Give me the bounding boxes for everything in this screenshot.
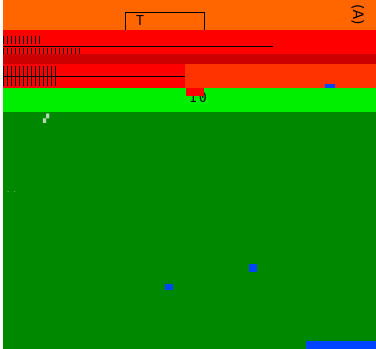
point-marker[interactable] <box>249 264 257 272</box>
header-bar: T 1.26°C (A) <box>3 0 376 46</box>
status-chip <box>186 88 204 96</box>
legend-swatch <box>165 284 173 290</box>
ruler-ticks-mid <box>3 48 80 54</box>
legend-row <box>165 284 173 290</box>
ruler-line-2 <box>3 76 185 77</box>
header-indicator: (A) <box>349 4 365 25</box>
cursor-icon: ▞ <box>43 114 50 123</box>
main-canvas[interactable]: ▞ · · <box>3 112 376 349</box>
ruler-line-1 <box>3 46 273 47</box>
side-mark: · · <box>7 188 17 196</box>
app-window: T 1.26°C (A) 10 ▞ <box>3 0 376 349</box>
ruler-divider <box>3 54 376 64</box>
header-title: T 1.26°C <box>125 12 205 46</box>
ruler-right-panel <box>185 64 376 88</box>
bottom-bar[interactable] <box>306 341 376 349</box>
ruler-ticks-top <box>3 36 40 44</box>
